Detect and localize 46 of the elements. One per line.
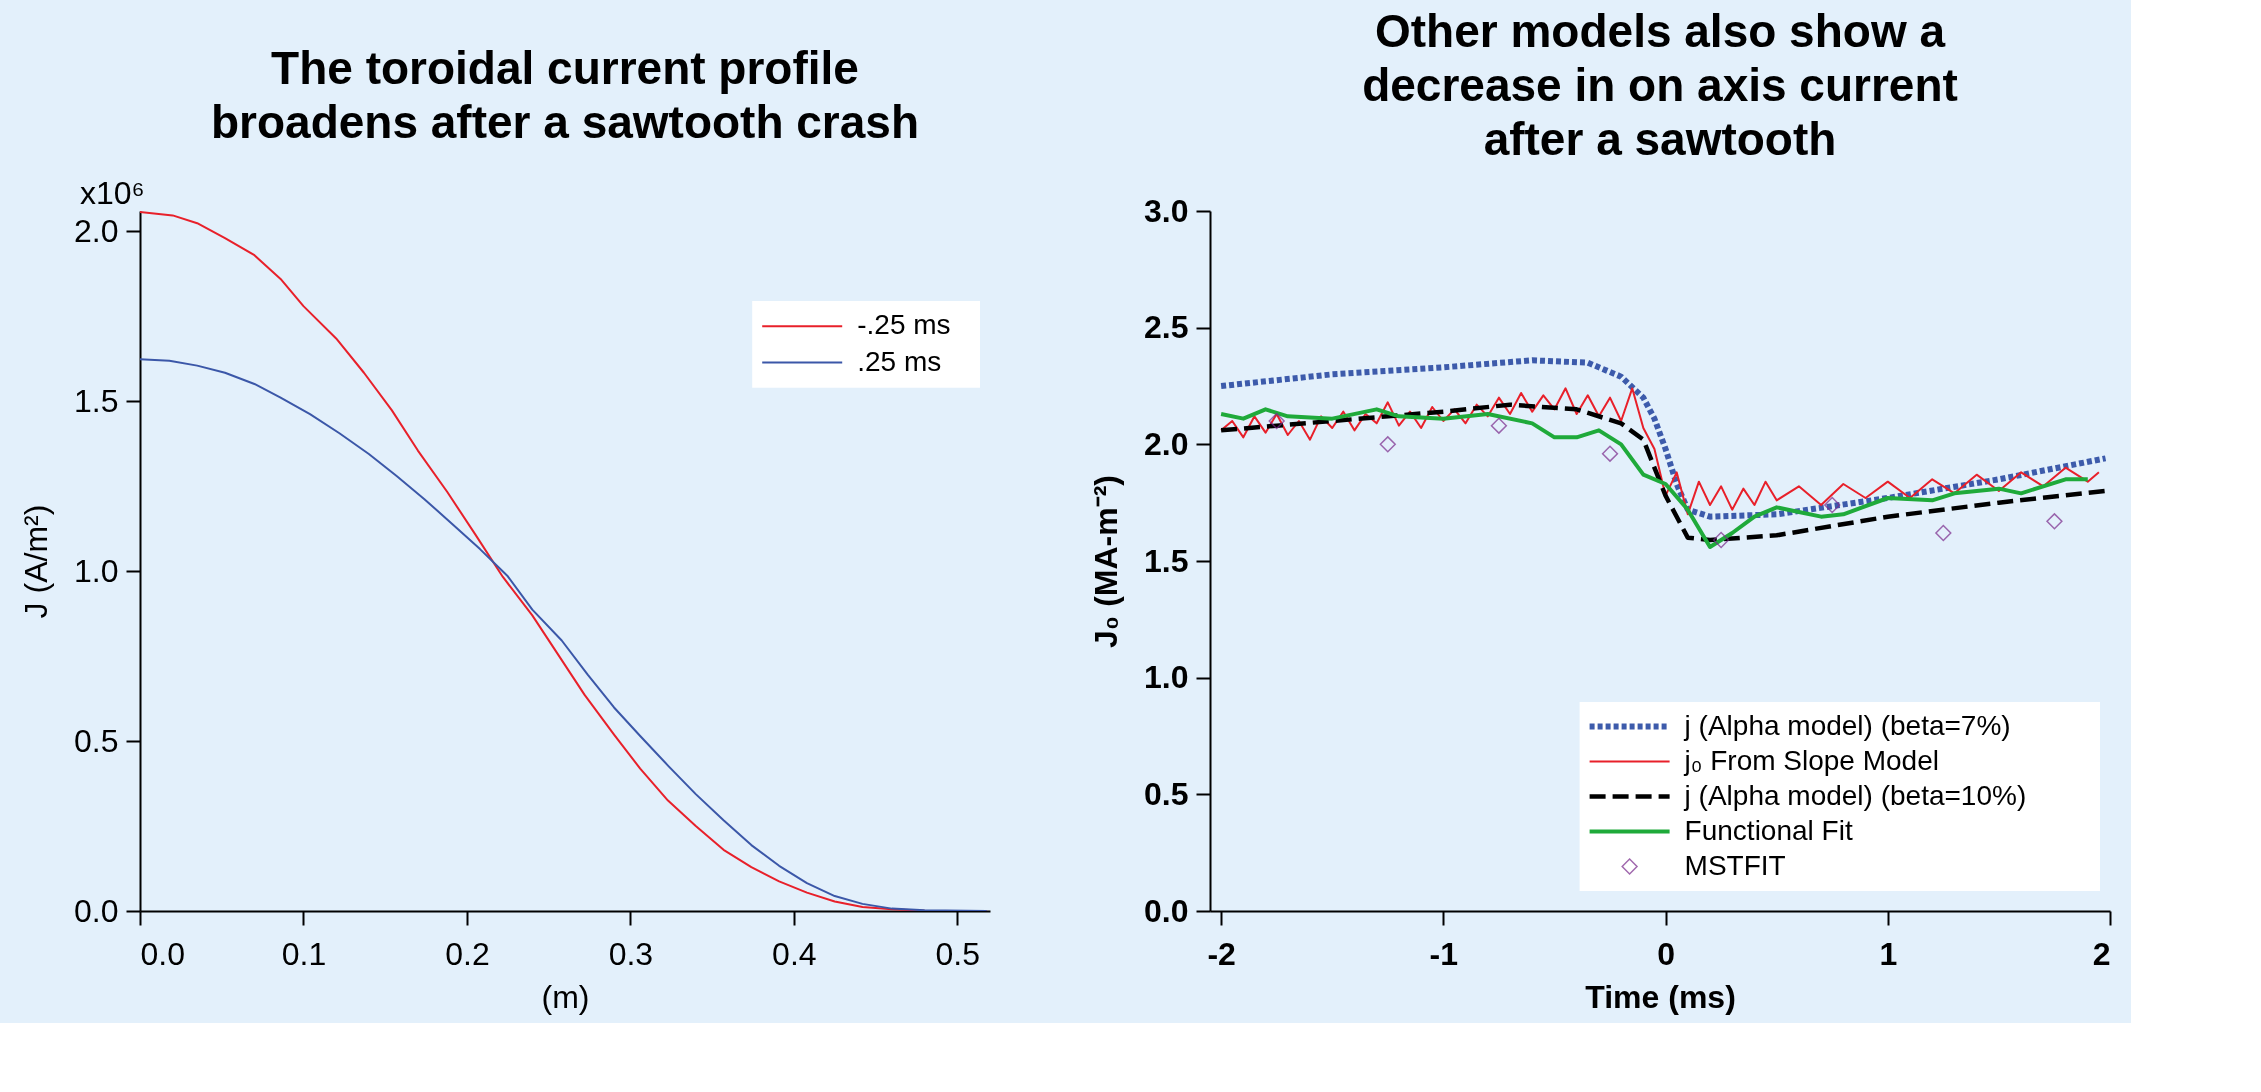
legend-label: j (Alpha model) (beta=7%) [1683, 709, 2011, 741]
x-axis-title: Time (ms) [1585, 978, 1736, 1015]
y-tick-label: 0.0 [74, 892, 119, 929]
y-tick-label: 2.0 [1144, 425, 1189, 462]
x-tick-label: 0.2 [445, 935, 490, 972]
legend-label: .25 ms [857, 345, 942, 377]
point [1379, 436, 1396, 453]
legend-label: MSTFIT [1684, 849, 1786, 881]
x-tick-label: 2 [2092, 935, 2111, 972]
y-axis-title: J₀ (MA-m⁻²) [1088, 475, 1125, 648]
x-tick-label: -2 [1207, 935, 1236, 972]
legend-label: j (Alpha model) (beta=10%) [1683, 779, 2027, 811]
point [2046, 513, 2063, 530]
y-tick-label: 1.0 [74, 552, 119, 589]
legend-label: -.25 ms [857, 309, 951, 341]
y-tick-label: 0.5 [1144, 775, 1189, 812]
x-tick-label: 0.4 [772, 935, 817, 972]
x-axis-title: (m) [541, 978, 590, 1015]
point [1824, 496, 1841, 514]
y-tick-label: 1.5 [1144, 542, 1189, 579]
y-tick-label: 0.0 [1144, 892, 1189, 929]
legend-label: j₀ From Slope Model [1683, 744, 1939, 776]
y-tick-label: 2.5 [1144, 309, 1189, 346]
x-tick-label: 0.1 [281, 935, 327, 972]
x-tick-label: 0.0 [140, 935, 185, 972]
point [1935, 524, 1952, 542]
x-tick-label: 0.5 [935, 935, 981, 972]
x-tick-label: 0 [1657, 935, 1675, 972]
point [1490, 417, 1508, 434]
y-tick-label: 2.0 [74, 212, 119, 249]
chart-title: The toroidal current profile broadens after a sawtooth crash [210, 42, 920, 149]
y-tick-label: 3.0 [1144, 192, 1189, 229]
point [1268, 412, 1285, 430]
y-tick-label: 0.5 [74, 722, 119, 759]
y-tick-label: 1.0 [1144, 659, 1189, 696]
y-axis-title: J (A/m²) [18, 504, 55, 619]
x-tick-label: 0.3 [608, 935, 654, 972]
annotation: x10⁶ [80, 175, 145, 212]
legend-label: Functional Fit [1684, 814, 1853, 846]
y-tick-label: 1.5 [74, 382, 119, 419]
x-tick-label: -1 [1429, 935, 1459, 972]
point [1601, 445, 1619, 462]
chart-title: Other models also show a decrease in on axis current after a sawtooth [1362, 5, 1958, 165]
point [1712, 531, 1730, 549]
x-tick-label: 1 [1879, 935, 1898, 972]
line-series [1220, 387, 2100, 516]
